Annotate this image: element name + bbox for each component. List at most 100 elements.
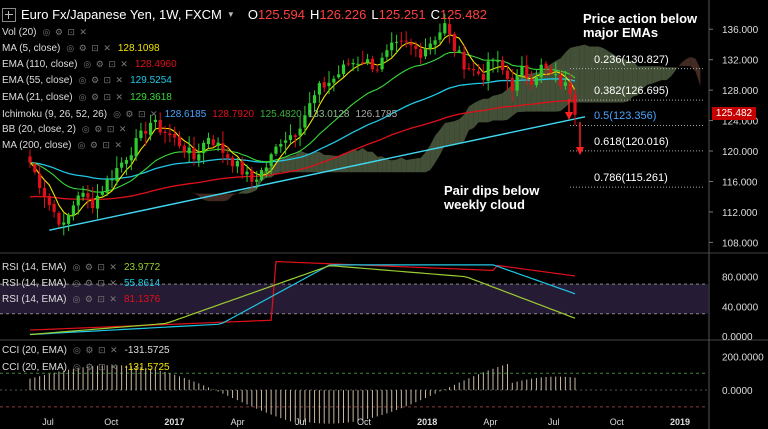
indicator-value: 133.0128 [307,109,350,120]
legend-controls-icon[interactable]: ◎ ⚙ ⊡ ✕ [77,140,123,150]
ichimoku-cloud [575,45,580,103]
ichimoku-cloud [613,54,619,103]
candle-body [95,195,100,209]
symbol-title[interactable]: Euro Fx/Japanese Yen, 1W, FXCM [21,7,222,22]
ichimoku-cloud [290,154,296,173]
legend-controls-icon[interactable]: ◎ ⚙ ⊡ ✕ [72,294,118,304]
legend-controls-icon[interactable]: ◎ ⚙ ⊡ ✕ [66,43,112,53]
indicator-value: 23.9772 [123,262,161,273]
candle-body [235,161,239,167]
candle-body [481,74,485,80]
candle-body [187,147,191,154]
price-tick-label: 108.000 [722,238,759,249]
candle-body [351,62,355,65]
indicator-legend-row[interactable]: Ichimoku (9, 26, 52, 26) ◎ ⚙ ⊡ ✕ 128.6185 1… [2,109,397,120]
legend-controls-icon[interactable]: ◎ ⚙ ⊡ ✕ [78,75,125,85]
cci-legend-row[interactable]: CCI (20, EMA) ◎ ⚙ ⊡ ✕ -131.5725 [2,362,170,373]
legend-controls-icon[interactable]: ◎ ⚙ ⊡ ✕ [73,362,119,372]
indicator-label: EMA (55, close) [2,75,73,86]
legend-controls-icon[interactable]: ◎ ⚙ ⊡ ✕ [83,59,129,69]
indicator-value: 128.1098 [117,43,160,54]
candle-body [42,187,47,197]
fib-level-label: 0.5(123.356) [594,110,657,123]
indicator-legend-row[interactable]: Vol (20) ◎ ⚙ ⊡ ✕ [2,27,88,38]
legend-controls-icon[interactable]: ◎ ⚙ ⊡ ✕ [73,345,119,355]
candle-body [558,75,563,86]
ichimoku-cloud [628,60,633,102]
candle-body [539,64,543,78]
rsi-green-line [29,265,576,336]
ichimoku-cloud [285,156,291,173]
ichimoku-cloud [435,129,440,163]
ichimoku-cloud [685,57,691,67]
indicator-value: 129.5254 [130,75,172,86]
candle-body [457,50,461,52]
ichimoku-cloud [218,193,223,202]
ichimoku-cloud [324,154,330,173]
candle-body [158,119,162,133]
candle-body [467,68,471,70]
candle-body [399,40,403,42]
candle-body [279,144,283,147]
candle-body [322,82,326,88]
candle-body [139,130,143,139]
indicator-legend-row[interactable]: EMA (21, close) ◎ ⚙ ⊡ ✕ 129.3618 [2,92,172,103]
price-tick-label: 120.000 [722,147,759,158]
candle-body [370,58,375,70]
time-tick-label: Oct [357,417,372,427]
indicator-label: MA (200, close) [2,140,72,151]
ichimoku-cloud [497,93,503,121]
cci-legend-row[interactable]: CCI (20, EMA) ◎ ⚙ ⊡ ✕ -131.5725 [2,345,170,356]
ichimoku-cloud [430,135,436,170]
rsi-legend-row[interactable]: RSI (14, EMA) ◎ ⚙ ⊡ ✕ 23.9772 [2,262,160,273]
rsi-legend-row[interactable]: RSI (14, EMA) ◎ ⚙ ⊡ ✕ 55.8614 [2,278,160,289]
time-tick-label: 2018 [417,417,437,427]
rsi-legend-row[interactable]: RSI (14, EMA) ◎ ⚙ ⊡ ✕ 81.1376 [2,294,160,305]
indicator-label: EMA (110, close) [2,59,78,70]
legend-controls-icon[interactable]: ◎ ⚙ ⊡ ✕ [72,278,118,288]
candle-body [144,130,148,134]
indicator-legend-row[interactable]: EMA (55, close) ◎ ⚙ ⊡ ✕ 129.5254 [2,75,172,86]
ichimoku-cloud [411,158,416,173]
candle-body [390,42,394,51]
legend-controls-icon[interactable]: ◎ ⚙ ⊡ ✕ [113,109,159,119]
candle-body [33,163,37,173]
cci-tick-label: 0.0000 [722,386,753,397]
ichimoku-cloud [362,148,368,173]
legend-controls-icon[interactable]: ◎ ⚙ ⊡ ✕ [81,124,128,134]
candle-body [124,160,129,164]
legend-controls-icon[interactable]: ◎ ⚙ ⊡ ✕ [42,27,88,37]
ichimoku-cloud [333,155,339,173]
collapse-icon[interactable] [2,7,16,22]
legend-controls-icon[interactable]: ◎ ⚙ ⊡ ✕ [78,92,125,102]
rsi-red-line [29,260,576,331]
indicator-legend-row[interactable]: EMA (110, close) ◎ ⚙ ⊡ ✕ 128.4960 [2,59,177,70]
indicator-value: -131.5725 [124,345,170,356]
down-arrow-head [565,112,573,120]
indicator-legend-row[interactable]: MA (5, close) ◎ ⚙ ⊡ ✕ 128.1098 [2,43,160,54]
indicator-legend-row[interactable]: MA (200, close) ◎ ⚙ ⊡ ✕ [2,140,123,151]
candle-body [153,119,157,123]
ichimoku-cloud [464,106,469,142]
indicator-value: 126.1785 [355,109,398,120]
ichimoku-cloud [401,157,407,173]
candle-body [28,156,32,163]
indicator-legend-row[interactable]: BB (20, close, 2) ◎ ⚙ ⊡ ✕ [2,124,127,135]
candle-body [549,68,553,73]
candle-body [303,115,307,128]
price-tick-label: 112.000 [722,208,758,219]
candle-body [452,33,457,52]
high-value: 126.226 [319,7,367,22]
chevron-down-icon[interactable]: ▼ [226,10,235,19]
high-label: H [309,7,320,22]
trendline [49,116,586,231]
candle-body [206,137,211,145]
candle-body [105,179,109,193]
candle-body [38,173,42,189]
close-value: 125.482 [439,7,487,22]
legend-controls-icon[interactable]: ◎ ⚙ ⊡ ✕ [72,262,118,272]
candle-body [496,60,500,62]
ichimoku-cloud [666,67,672,81]
time-tick-label: Jul [295,417,307,427]
